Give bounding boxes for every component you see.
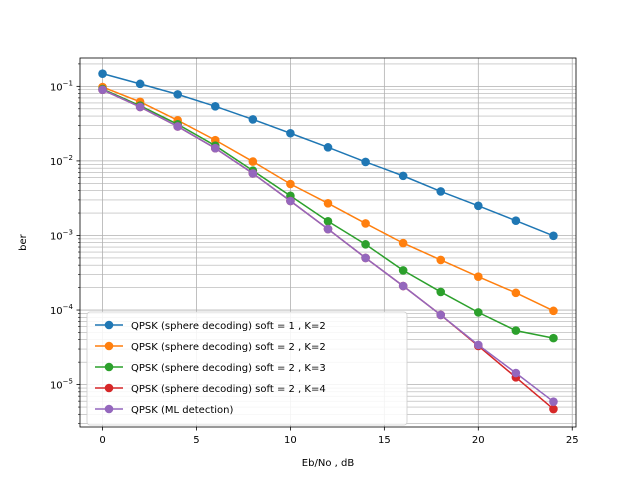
legend-label: QPSK (sphere decoding) soft = 2 , K=3 [131, 363, 326, 374]
x-tick-label: 0 [99, 435, 105, 446]
data-point [511, 368, 521, 378]
data-point [173, 90, 182, 99]
data-point [398, 266, 408, 275]
x-tick-label: 25 [566, 435, 579, 446]
series-5 [98, 85, 558, 406]
data-point [474, 308, 483, 317]
ticks: 0 5 10 15 20 25 10−5 10−4 10−3 10−2 10−1 [50, 63, 579, 446]
data-point [248, 115, 258, 124]
legend-marker [104, 404, 114, 414]
data-point [361, 157, 370, 167]
x-axis-label: Eb/No , dB [302, 458, 355, 469]
data-point [549, 404, 558, 414]
legend-marker [104, 320, 114, 330]
data-point [98, 69, 107, 78]
data-point [361, 253, 370, 263]
data-point [511, 288, 521, 298]
data-point [398, 281, 408, 291]
legend-marker [104, 341, 114, 351]
data-point [248, 169, 258, 178]
data-point [323, 216, 333, 226]
x-tick-label: 15 [378, 435, 391, 446]
data-point [511, 216, 521, 225]
series-1 [98, 69, 558, 241]
y-axis-label: ber [18, 233, 29, 251]
legend-label: QPSK (sphere decoding) soft = 1 , K=2 [131, 321, 326, 332]
data-point [210, 102, 220, 111]
y-tick-label: 10−2 [50, 154, 73, 168]
y-tick-label: 10−5 [50, 378, 73, 392]
data-point [474, 272, 483, 281]
legend-box [86, 311, 408, 426]
data-point [361, 219, 370, 228]
data-point [323, 143, 333, 152]
data-point [135, 102, 145, 112]
data-point [398, 238, 408, 248]
data-point [436, 187, 446, 196]
data-point [135, 79, 145, 89]
y-tick-label: 10−4 [50, 303, 74, 317]
data-point [210, 143, 220, 153]
data-point [286, 196, 295, 206]
data-point [474, 201, 483, 211]
legend-marker [104, 362, 114, 372]
data-point [474, 340, 483, 350]
series-layer [98, 69, 558, 414]
data-point [436, 255, 446, 265]
data-point [549, 231, 558, 241]
x-tick-label: 10 [284, 435, 297, 446]
data-point [549, 333, 558, 343]
data-point [361, 240, 370, 249]
y-tick-label: 10−1 [50, 79, 73, 93]
data-point [436, 310, 446, 320]
data-point [511, 326, 521, 335]
legend: QPSK (sphere decoding) soft = 1 , K=2 QPS… [86, 311, 408, 426]
legend-label: QPSK (sphere decoding) soft = 2 , K=4 [131, 384, 326, 395]
data-point [248, 157, 258, 166]
data-point [286, 179, 295, 189]
data-point [286, 128, 295, 138]
data-point [398, 171, 408, 181]
data-point [323, 224, 333, 234]
data-point [436, 287, 446, 297]
legend-marker [104, 383, 114, 393]
legend-label: QPSK (ML detection) [131, 405, 233, 416]
data-point [549, 306, 558, 316]
data-point [98, 85, 107, 95]
data-point [173, 122, 182, 131]
y-tick-label: 10−3 [50, 228, 73, 242]
legend-label: QPSK (sphere decoding) soft = 2 , K=2 [131, 342, 326, 353]
data-point [323, 199, 333, 208]
x-tick-label: 20 [472, 435, 485, 446]
data-point [549, 397, 558, 406]
x-tick-label: 5 [193, 435, 199, 446]
